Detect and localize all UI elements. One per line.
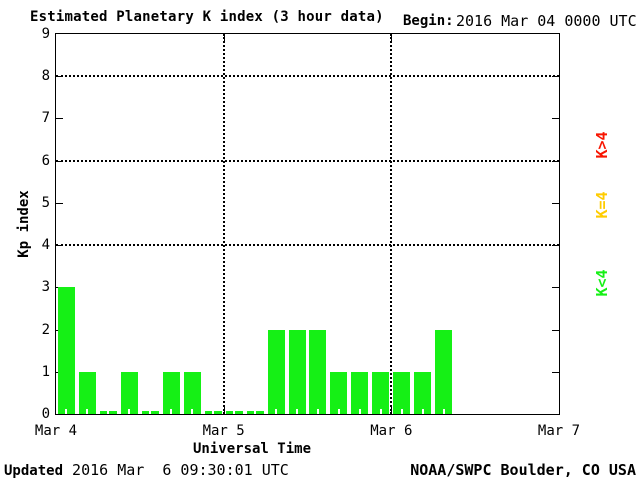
bar-minor-tick [358, 409, 361, 414]
y-tick-label: 4 [41, 237, 50, 254]
bar-minor-tick [316, 409, 319, 414]
y-tick-label: 2 [41, 321, 50, 338]
y-tick-label: 0 [41, 406, 50, 422]
bar-minor-tick [296, 409, 299, 414]
y-axis-tick [552, 118, 559, 120]
kp-bar [267, 329, 285, 414]
y-axis-tick [552, 76, 559, 78]
bar-minor-tick [233, 409, 236, 414]
kp-bar [78, 371, 96, 414]
x-tick-label: Mar 7 [537, 423, 581, 439]
bar-minor-tick [400, 409, 403, 414]
day-tick [223, 34, 225, 41]
grid-line [56, 244, 559, 247]
y-axis-tick [552, 371, 559, 373]
legend-item-k-eq-4: K=4 [593, 191, 611, 219]
y-tick-label: 9 [41, 26, 50, 42]
bar-minor-tick [86, 409, 89, 414]
bar-minor-tick [212, 409, 215, 414]
x-tick-label: Mar 6 [370, 423, 413, 439]
updated-value: 2016 Mar 6 09:30:01 UTC [63, 461, 289, 479]
kp-bar [141, 409, 159, 414]
bar-minor-tick [254, 409, 257, 414]
legend-item-k-lt-4: K<4 [593, 269, 611, 297]
x-tick-label: Mar 4 [34, 423, 78, 439]
y-tick-label: 6 [41, 152, 50, 169]
day-boundary-line [390, 34, 393, 414]
updated-timestamp: Updated 2016 Mar 6 09:30:01 UTC [4, 461, 289, 479]
legend-item-k-gt-4: K>4 [593, 131, 611, 159]
y-axis-tick [56, 118, 63, 120]
kp-bar [414, 371, 432, 414]
y-tick-label: 7 [41, 110, 50, 127]
kp-bar [162, 371, 180, 414]
y-axis-tick [56, 202, 63, 204]
y-axis-tick [552, 202, 559, 204]
bar-minor-tick [149, 409, 152, 414]
kp-bar [99, 409, 117, 414]
bar-minor-tick [65, 409, 68, 414]
y-tick-label: 3 [41, 279, 50, 296]
y-axis-tick [552, 287, 559, 289]
y-axis-tick [552, 245, 559, 247]
bar-minor-tick [170, 409, 173, 414]
plot-area [55, 33, 560, 415]
y-axis-tick [552, 329, 559, 331]
bar-minor-tick [191, 409, 194, 414]
bar-minor-tick [442, 409, 445, 414]
kp-bar [225, 409, 243, 414]
chart-title: Estimated Planetary K index (3 hour data… [30, 9, 384, 25]
x-tick-label: Mar 5 [202, 423, 245, 439]
begin-label: Begin: [403, 13, 454, 29]
kp-bar [183, 371, 201, 414]
kp-bar [393, 371, 411, 414]
bar-minor-tick [128, 409, 131, 414]
kp-bar [120, 371, 138, 414]
y-axis-tick [56, 160, 63, 162]
day-boundary-line [222, 34, 225, 414]
y-axis-tick [552, 160, 559, 162]
kp-bar [351, 371, 369, 414]
bar-minor-tick [421, 409, 424, 414]
bar-minor-tick [379, 409, 382, 414]
x-axis-label: Universal Time [192, 441, 312, 457]
bar-minor-tick [337, 409, 340, 414]
y-axis-tick [56, 76, 63, 78]
day-tick [391, 406, 393, 414]
grid-line [56, 159, 559, 162]
kp-bar [309, 329, 327, 414]
bar-minor-tick [275, 409, 278, 414]
day-tick [391, 34, 393, 41]
bar-minor-tick [107, 409, 110, 414]
begin-start-time: 2016 Mar 04 0000 UTC [456, 12, 637, 30]
kp-bar [204, 409, 222, 414]
kp-bar [372, 371, 390, 414]
kp-bar [246, 409, 264, 414]
kp-bar [57, 287, 75, 414]
kp-bar [435, 329, 453, 414]
source-credit: NOAA/SWPC Boulder, CO USA [410, 461, 636, 479]
day-tick [223, 406, 225, 414]
y-axis-tick [56, 245, 63, 247]
updated-label: Updated [4, 463, 64, 479]
y-tick-label: 1 [41, 363, 50, 380]
y-tick-label: 5 [41, 194, 50, 211]
grid-line [56, 75, 559, 78]
kp-bar [288, 329, 306, 414]
y-tick-label: 8 [41, 68, 50, 85]
kp-bar [330, 371, 348, 414]
